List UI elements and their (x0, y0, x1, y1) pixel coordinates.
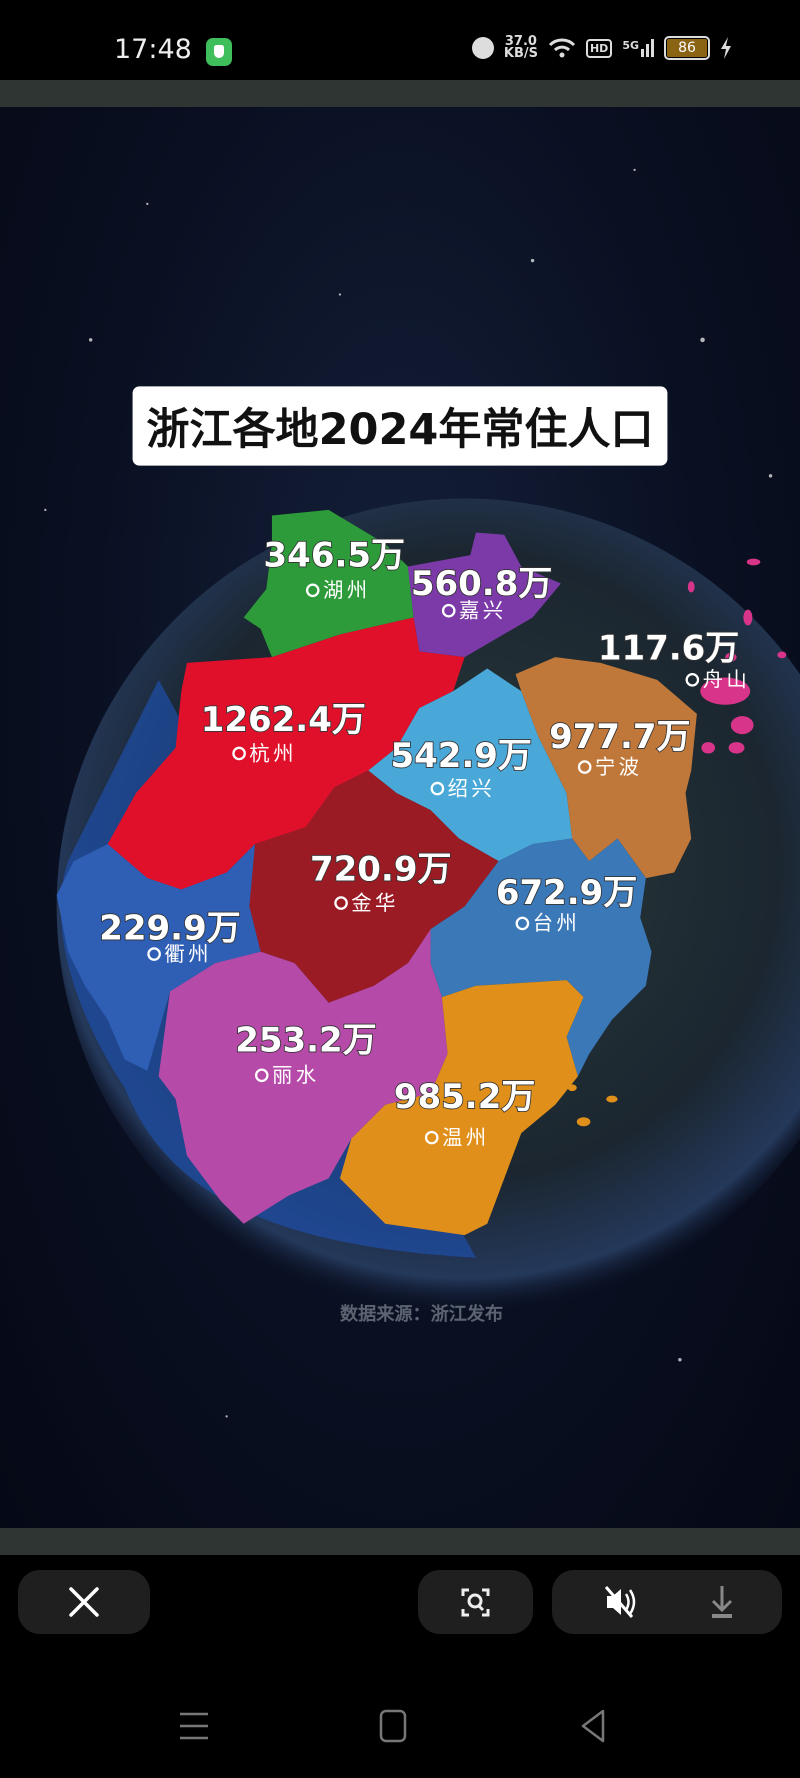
location-pin-icon (685, 673, 700, 687)
region-lishui (158, 929, 448, 1224)
region-value: 253.2万 (235, 1020, 376, 1060)
charging-icon (721, 37, 731, 59)
region-name: 宁波 (595, 755, 643, 779)
region-wenzhou (339, 980, 584, 1236)
region-huzhou (243, 509, 414, 658)
clock: 17:48 (114, 34, 192, 65)
alarm-icon (471, 37, 494, 59)
region-value: 560.8万 (411, 564, 552, 604)
scan-search-button[interactable] (418, 1570, 533, 1634)
region-zhoushan (687, 558, 787, 754)
region-shaoxing (368, 668, 573, 862)
region-value: 720.9万 (310, 849, 451, 889)
region-taizhou (430, 838, 652, 1077)
region-jinhua (249, 770, 499, 1003)
location-pin-icon (334, 896, 348, 910)
divider (0, 80, 800, 107)
close-icon (69, 1587, 99, 1617)
close-button[interactable] (18, 1570, 150, 1634)
region-value: 346.5万 (264, 536, 405, 576)
region-value: 985.2万 (394, 1077, 535, 1117)
stars (44, 168, 773, 1418)
title: 浙江各地2024年常住人口 (146, 405, 653, 455)
region-name: 绍兴 (448, 776, 496, 800)
battery-level: 86 (667, 39, 707, 57)
menu-icon[interactable] (178, 1708, 210, 1744)
region-name: 台州 (533, 911, 581, 935)
scan-search-icon (461, 1588, 490, 1617)
location-pin-icon (305, 583, 320, 598)
region-name: 丽水 (272, 1063, 320, 1087)
download-icon (711, 1586, 733, 1618)
location-pin-icon (515, 916, 530, 931)
location-pin-icon (232, 746, 246, 761)
location-pin-icon (430, 781, 445, 796)
source-note: 数据来源：浙江发布 (340, 1303, 503, 1325)
net-speed: 37.0 KB/S (503, 34, 538, 61)
location-pin-icon (147, 947, 161, 961)
location-pin-icon (577, 760, 592, 774)
islands (567, 1084, 618, 1127)
region-name: 金华 (351, 891, 399, 915)
shield-app-icon (206, 38, 232, 66)
hd-badge: HD (585, 38, 613, 58)
signal-icon: 5G (622, 39, 654, 57)
media-actions (552, 1570, 782, 1634)
mute-icon (604, 1586, 636, 1618)
location-pin-icon (424, 1130, 439, 1145)
region-name: 湖州 (323, 578, 371, 602)
status-bar: 17:48 37.0 KB/S HD 5G 86 (0, 0, 800, 80)
region-value: 672.9万 (496, 873, 637, 913)
infographic-image[interactable]: 浙江各地2024年常住人口 346.5万 湖州 560.8万 嘉兴 117.6万 舟山 12… (0, 107, 800, 1528)
title-box (132, 386, 668, 466)
region-value: 542.9万 (390, 736, 531, 776)
wifi-icon (548, 38, 576, 58)
region-value: 977.7万 (549, 717, 690, 757)
region-hangzhou (107, 617, 465, 890)
region-name: 杭州 (249, 741, 297, 765)
region-value: 229.9万 (99, 908, 240, 948)
region-name: 舟山 (703, 668, 751, 692)
mute-button[interactable] (592, 1570, 652, 1634)
region-jiaxing (407, 532, 561, 658)
battery-icon: 86 (664, 36, 710, 60)
network-type: 5G (622, 39, 639, 52)
region-name: 衢州 (164, 942, 212, 966)
download-button[interactable] (692, 1570, 752, 1634)
region-name: 温州 (442, 1125, 490, 1149)
net-speed-value: 37.0 (504, 34, 537, 49)
divider (0, 1528, 800, 1555)
net-speed-unit: KB/S (503, 46, 538, 61)
region-ningbo (515, 657, 697, 879)
home-icon[interactable] (378, 1708, 408, 1744)
region-name: 嘉兴 (459, 599, 507, 623)
location-pin-icon (254, 1068, 269, 1083)
region-value: 117.6万 (598, 628, 739, 668)
back-icon[interactable] (578, 1708, 608, 1744)
location-pin-icon (441, 603, 456, 618)
region-value: 1262.4万 (201, 700, 366, 740)
